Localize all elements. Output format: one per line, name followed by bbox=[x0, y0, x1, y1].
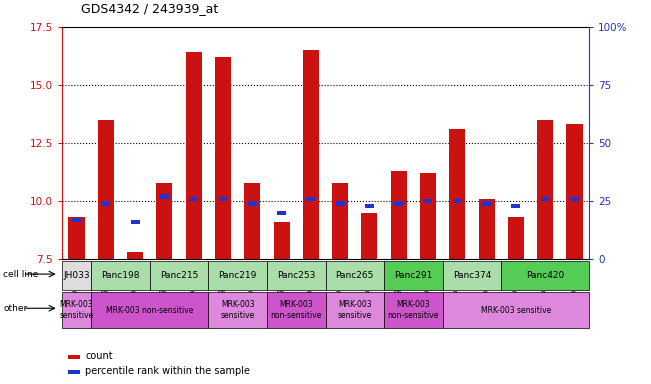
Bar bbox=[566, 124, 583, 259]
Bar bbox=[361, 213, 378, 259]
Text: Panc253: Panc253 bbox=[277, 271, 315, 280]
Text: MRK-003 sensitive: MRK-003 sensitive bbox=[481, 306, 551, 314]
Bar bbox=[72, 218, 81, 222]
Bar bbox=[160, 194, 169, 199]
Text: MRK-003
sensitive: MRK-003 sensitive bbox=[221, 300, 255, 320]
Bar bbox=[424, 199, 432, 203]
Text: Panc420: Panc420 bbox=[526, 271, 564, 280]
Text: MRK-003
non-sensitive: MRK-003 non-sensitive bbox=[388, 300, 439, 320]
Bar bbox=[273, 222, 290, 259]
Bar bbox=[156, 182, 173, 259]
Bar bbox=[541, 197, 549, 201]
Text: Panc374: Panc374 bbox=[453, 271, 491, 280]
Bar bbox=[189, 197, 198, 201]
Bar bbox=[277, 211, 286, 215]
Bar bbox=[102, 201, 110, 205]
Bar bbox=[332, 182, 348, 259]
Text: Panc215: Panc215 bbox=[160, 271, 198, 280]
Text: JH033: JH033 bbox=[63, 271, 90, 280]
Bar bbox=[303, 50, 319, 259]
Bar bbox=[68, 217, 85, 259]
Bar bbox=[478, 199, 495, 259]
Bar bbox=[186, 53, 202, 259]
Bar bbox=[512, 204, 520, 208]
Bar bbox=[127, 252, 143, 259]
Bar bbox=[215, 57, 231, 259]
Bar bbox=[98, 120, 114, 259]
Text: cell line: cell line bbox=[3, 270, 38, 278]
Bar bbox=[453, 199, 462, 203]
Bar bbox=[449, 129, 465, 259]
Bar bbox=[244, 182, 260, 259]
Text: Panc198: Panc198 bbox=[101, 271, 140, 280]
Bar bbox=[420, 173, 436, 259]
Text: MRK-003
sensitive: MRK-003 sensitive bbox=[338, 300, 372, 320]
Text: GDS4342 / 243939_at: GDS4342 / 243939_at bbox=[81, 2, 219, 15]
Bar bbox=[508, 217, 524, 259]
Bar bbox=[307, 197, 315, 201]
Bar bbox=[537, 120, 553, 259]
Text: MRK-003
sensitive: MRK-003 sensitive bbox=[59, 300, 94, 320]
Text: Panc291: Panc291 bbox=[395, 271, 432, 280]
Bar bbox=[482, 201, 491, 205]
Bar bbox=[365, 204, 374, 208]
Text: percentile rank within the sample: percentile rank within the sample bbox=[85, 366, 250, 376]
Text: other: other bbox=[3, 304, 27, 313]
Text: Panc265: Panc265 bbox=[336, 271, 374, 280]
Bar bbox=[570, 197, 579, 201]
Bar bbox=[395, 201, 403, 205]
Text: count: count bbox=[85, 351, 113, 361]
Text: Panc219: Panc219 bbox=[219, 271, 256, 280]
Bar bbox=[248, 201, 256, 205]
Bar bbox=[131, 220, 139, 224]
Bar bbox=[219, 197, 227, 201]
Bar bbox=[391, 171, 407, 259]
Text: MRK-003
non-sensitive: MRK-003 non-sensitive bbox=[271, 300, 322, 320]
Text: MRK-003 non-sensitive: MRK-003 non-sensitive bbox=[106, 306, 193, 314]
Bar bbox=[336, 201, 344, 205]
